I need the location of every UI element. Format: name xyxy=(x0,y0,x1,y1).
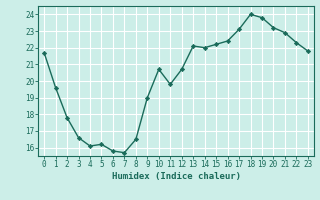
X-axis label: Humidex (Indice chaleur): Humidex (Indice chaleur) xyxy=(111,172,241,181)
